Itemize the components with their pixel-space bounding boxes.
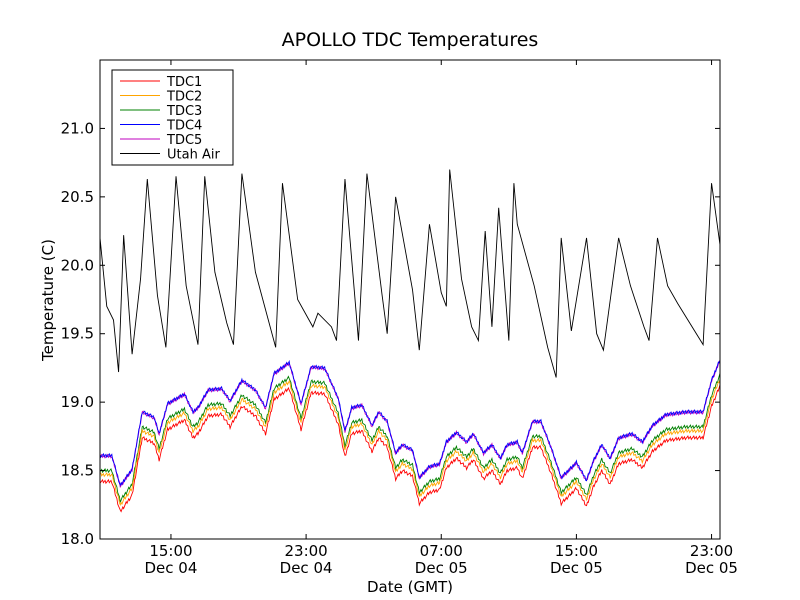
- y-tick-label: 19.5: [61, 325, 94, 343]
- x-tick-time-label: 15:00: [149, 542, 192, 560]
- x-tick-time-label: 07:00: [420, 542, 463, 560]
- y-tick-label: 19.0: [61, 393, 94, 411]
- y-tick-label: 21.0: [61, 119, 94, 137]
- plot-frame: [99, 59, 721, 540]
- series-line-tdc1: [100, 384, 720, 513]
- y-tick-label: 20.0: [61, 256, 94, 274]
- y-tick-label: 18.5: [61, 462, 94, 480]
- y-axis-label: Temperature (C): [39, 239, 57, 362]
- legend-box: [111, 69, 234, 166]
- x-tick-date-label: Dec 04: [145, 559, 198, 577]
- x-tick-date-label: Dec 04: [280, 559, 333, 577]
- legend-label: TDC1: [166, 75, 202, 90]
- legend-label: TDC5: [166, 133, 202, 148]
- series-layer: [100, 169, 720, 513]
- x-tick-time-label: 23:00: [690, 542, 733, 560]
- y-tick-label: 18.0: [61, 530, 94, 548]
- x-tick-time-label: 23:00: [284, 542, 327, 560]
- chart-title: APOLLO TDC Temperatures: [282, 29, 539, 51]
- series-line-tdc2: [100, 379, 720, 506]
- legend-label: TDC2: [166, 90, 202, 105]
- series-line-utah-air: [100, 169, 720, 378]
- x-tick-date-label: Dec 05: [685, 559, 738, 577]
- x-tick-date-label: Dec 05: [550, 559, 603, 577]
- series-line-tdc4: [100, 359, 720, 487]
- legend-label: TDC4: [166, 119, 202, 134]
- x-tick-date-label: Dec 05: [415, 559, 468, 577]
- x-axis-label: Date (GMT): [367, 578, 453, 596]
- legend-label: Utah Air: [167, 148, 220, 163]
- y-tick-label: 20.5: [61, 188, 94, 206]
- series-line-tdc5: [100, 360, 720, 488]
- legend-label: TDC3: [166, 104, 202, 119]
- x-tick-time-label: 15:00: [555, 542, 598, 560]
- series-line-tdc3: [100, 373, 720, 503]
